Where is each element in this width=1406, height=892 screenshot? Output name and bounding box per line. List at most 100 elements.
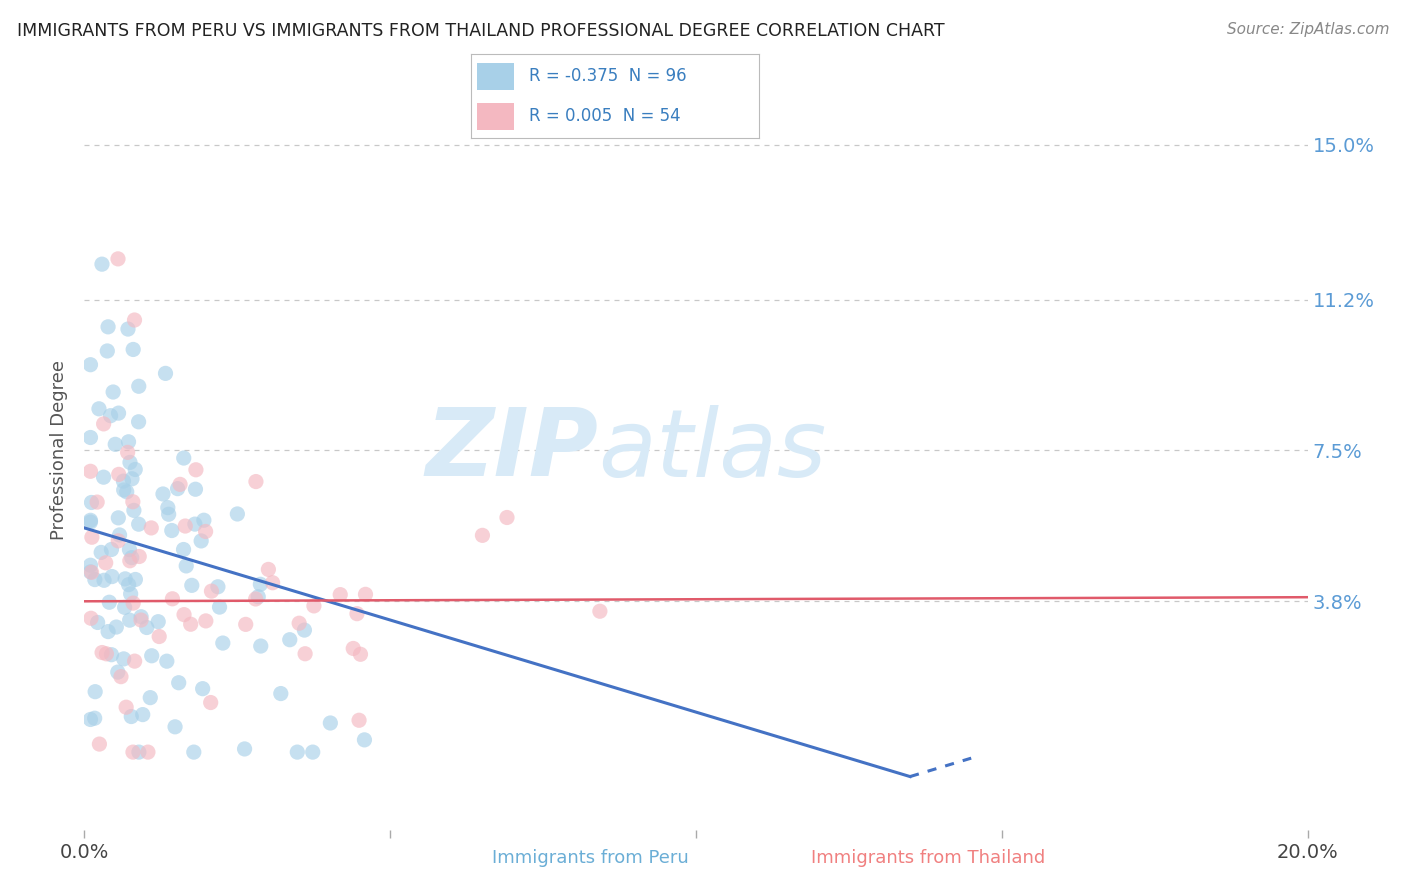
Point xyxy=(121,550,143,565)
Point xyxy=(83,711,105,725)
Point xyxy=(87,401,110,416)
Point xyxy=(173,450,195,465)
Point xyxy=(128,517,150,532)
Text: Immigrants from Peru: Immigrants from Peru xyxy=(492,849,689,867)
FancyBboxPatch shape xyxy=(477,103,515,130)
Point xyxy=(141,521,163,535)
Point xyxy=(129,609,152,624)
Point xyxy=(100,648,122,662)
Point xyxy=(349,647,371,661)
Point xyxy=(270,687,292,701)
Point xyxy=(107,511,129,525)
Point xyxy=(128,379,150,393)
Point xyxy=(302,599,325,613)
Point xyxy=(86,495,108,509)
Point xyxy=(139,690,162,705)
Point xyxy=(80,495,103,509)
Point xyxy=(122,745,145,759)
Point xyxy=(156,500,179,515)
Point xyxy=(245,591,267,606)
Point xyxy=(107,533,129,548)
Point xyxy=(118,554,141,568)
Point xyxy=(83,573,105,587)
Point xyxy=(285,745,308,759)
Point xyxy=(166,482,188,496)
Point xyxy=(190,533,212,548)
Point xyxy=(94,556,117,570)
Point xyxy=(353,732,375,747)
Point xyxy=(152,487,174,501)
Point xyxy=(294,623,316,637)
Point xyxy=(194,524,217,539)
Point xyxy=(93,574,115,588)
Point xyxy=(193,513,215,527)
Point xyxy=(101,569,124,583)
Point xyxy=(200,584,222,599)
Point xyxy=(128,549,150,564)
Point xyxy=(107,467,129,482)
Point xyxy=(80,611,103,625)
Point xyxy=(200,696,222,710)
Point xyxy=(167,675,190,690)
Point xyxy=(208,600,231,615)
Point xyxy=(120,587,142,601)
Point xyxy=(118,455,141,469)
Point xyxy=(347,713,370,727)
Point xyxy=(156,654,179,668)
Point xyxy=(184,517,207,532)
Text: Source: ZipAtlas.com: Source: ZipAtlas.com xyxy=(1226,22,1389,37)
Point xyxy=(124,462,146,476)
Point xyxy=(346,607,368,621)
Point xyxy=(128,745,150,759)
Point xyxy=(157,508,180,522)
Point xyxy=(80,530,103,544)
Point xyxy=(183,745,205,759)
Point xyxy=(211,636,233,650)
Point xyxy=(112,474,135,488)
Point xyxy=(79,358,101,372)
Point xyxy=(155,367,177,381)
Text: ZIP: ZIP xyxy=(425,404,598,497)
Point xyxy=(249,639,271,653)
Point xyxy=(342,641,364,656)
Point xyxy=(184,463,207,477)
Point xyxy=(257,562,280,576)
Point xyxy=(120,709,142,723)
Point xyxy=(124,313,146,327)
Point xyxy=(100,542,122,557)
Point xyxy=(107,252,129,266)
Point xyxy=(110,670,132,684)
Point xyxy=(233,742,256,756)
Point xyxy=(80,566,103,580)
Point xyxy=(247,590,270,604)
Point xyxy=(90,545,112,559)
Point xyxy=(354,587,377,601)
Point xyxy=(329,588,352,602)
Point xyxy=(173,607,195,622)
Point xyxy=(160,524,183,538)
Point xyxy=(79,565,101,579)
Point xyxy=(262,575,284,590)
Point xyxy=(319,716,342,731)
Point xyxy=(93,417,115,431)
Point xyxy=(121,472,143,486)
Point xyxy=(135,620,157,634)
Point xyxy=(294,647,316,661)
Point xyxy=(128,415,150,429)
Point xyxy=(245,475,267,489)
Point xyxy=(173,542,195,557)
Point xyxy=(107,665,129,679)
Point xyxy=(79,558,101,573)
Point xyxy=(105,620,128,634)
Point xyxy=(93,470,115,484)
Point xyxy=(180,578,202,592)
FancyBboxPatch shape xyxy=(477,62,515,90)
Point xyxy=(84,684,107,698)
Point xyxy=(117,322,139,336)
Point xyxy=(124,573,146,587)
Point xyxy=(162,591,184,606)
Point xyxy=(79,713,101,727)
Point xyxy=(180,617,202,632)
Point xyxy=(169,477,191,491)
Point xyxy=(112,652,135,666)
